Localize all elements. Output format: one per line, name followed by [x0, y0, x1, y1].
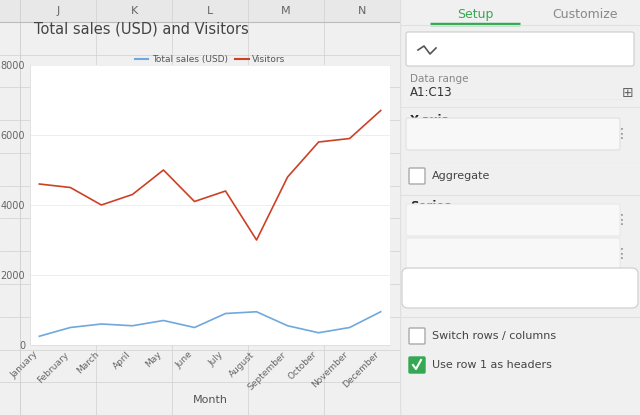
Text: Series: Series	[410, 200, 451, 213]
Text: ▾: ▾	[625, 42, 631, 56]
Text: ⋮: ⋮	[615, 213, 629, 227]
Text: Month: Month	[436, 127, 473, 141]
FancyBboxPatch shape	[406, 32, 634, 66]
Text: 123: 123	[413, 249, 431, 259]
FancyBboxPatch shape	[406, 204, 620, 236]
Legend: Total sales (USD), Visitors: Total sales (USD), Visitors	[131, 51, 289, 68]
Text: ⋮: ⋮	[615, 247, 629, 261]
FancyBboxPatch shape	[402, 268, 638, 308]
Text: M: M	[281, 6, 291, 16]
FancyBboxPatch shape	[406, 238, 620, 270]
Text: Chart type: Chart type	[410, 36, 465, 46]
Text: K: K	[131, 6, 138, 16]
Text: A1:C13: A1:C13	[410, 86, 452, 100]
Bar	[0, 0, 400, 22]
Text: Total sales (USD) and Visitors: Total sales (USD) and Visitors	[34, 21, 248, 36]
Text: Tᴛ: Tᴛ	[415, 129, 429, 139]
Text: 123: 123	[413, 215, 431, 225]
Text: Add Series: Add Series	[490, 283, 550, 293]
Text: ⊞: ⊞	[622, 86, 634, 100]
FancyBboxPatch shape	[409, 357, 425, 373]
Text: Use row 1 as headers: Use row 1 as headers	[432, 360, 552, 370]
Text: ⋮: ⋮	[615, 127, 629, 141]
Text: Aggregate: Aggregate	[432, 171, 490, 181]
Text: Total sales (USD): Total sales (USD)	[436, 215, 530, 225]
Text: Setup: Setup	[457, 8, 493, 22]
Text: Visitors: Visitors	[436, 249, 477, 259]
X-axis label: Month: Month	[193, 395, 227, 405]
Text: Switch rows / columns: Switch rows / columns	[432, 331, 556, 341]
FancyBboxPatch shape	[409, 168, 425, 184]
Text: X-axis: X-axis	[410, 115, 449, 127]
FancyBboxPatch shape	[406, 118, 620, 150]
FancyBboxPatch shape	[409, 328, 425, 344]
Text: Data range: Data range	[410, 74, 468, 84]
Text: L: L	[207, 6, 213, 16]
Text: Customize: Customize	[552, 8, 618, 22]
Text: J: J	[56, 6, 60, 16]
Text: Line chart: Line chart	[444, 42, 503, 56]
Text: N: N	[358, 6, 366, 16]
